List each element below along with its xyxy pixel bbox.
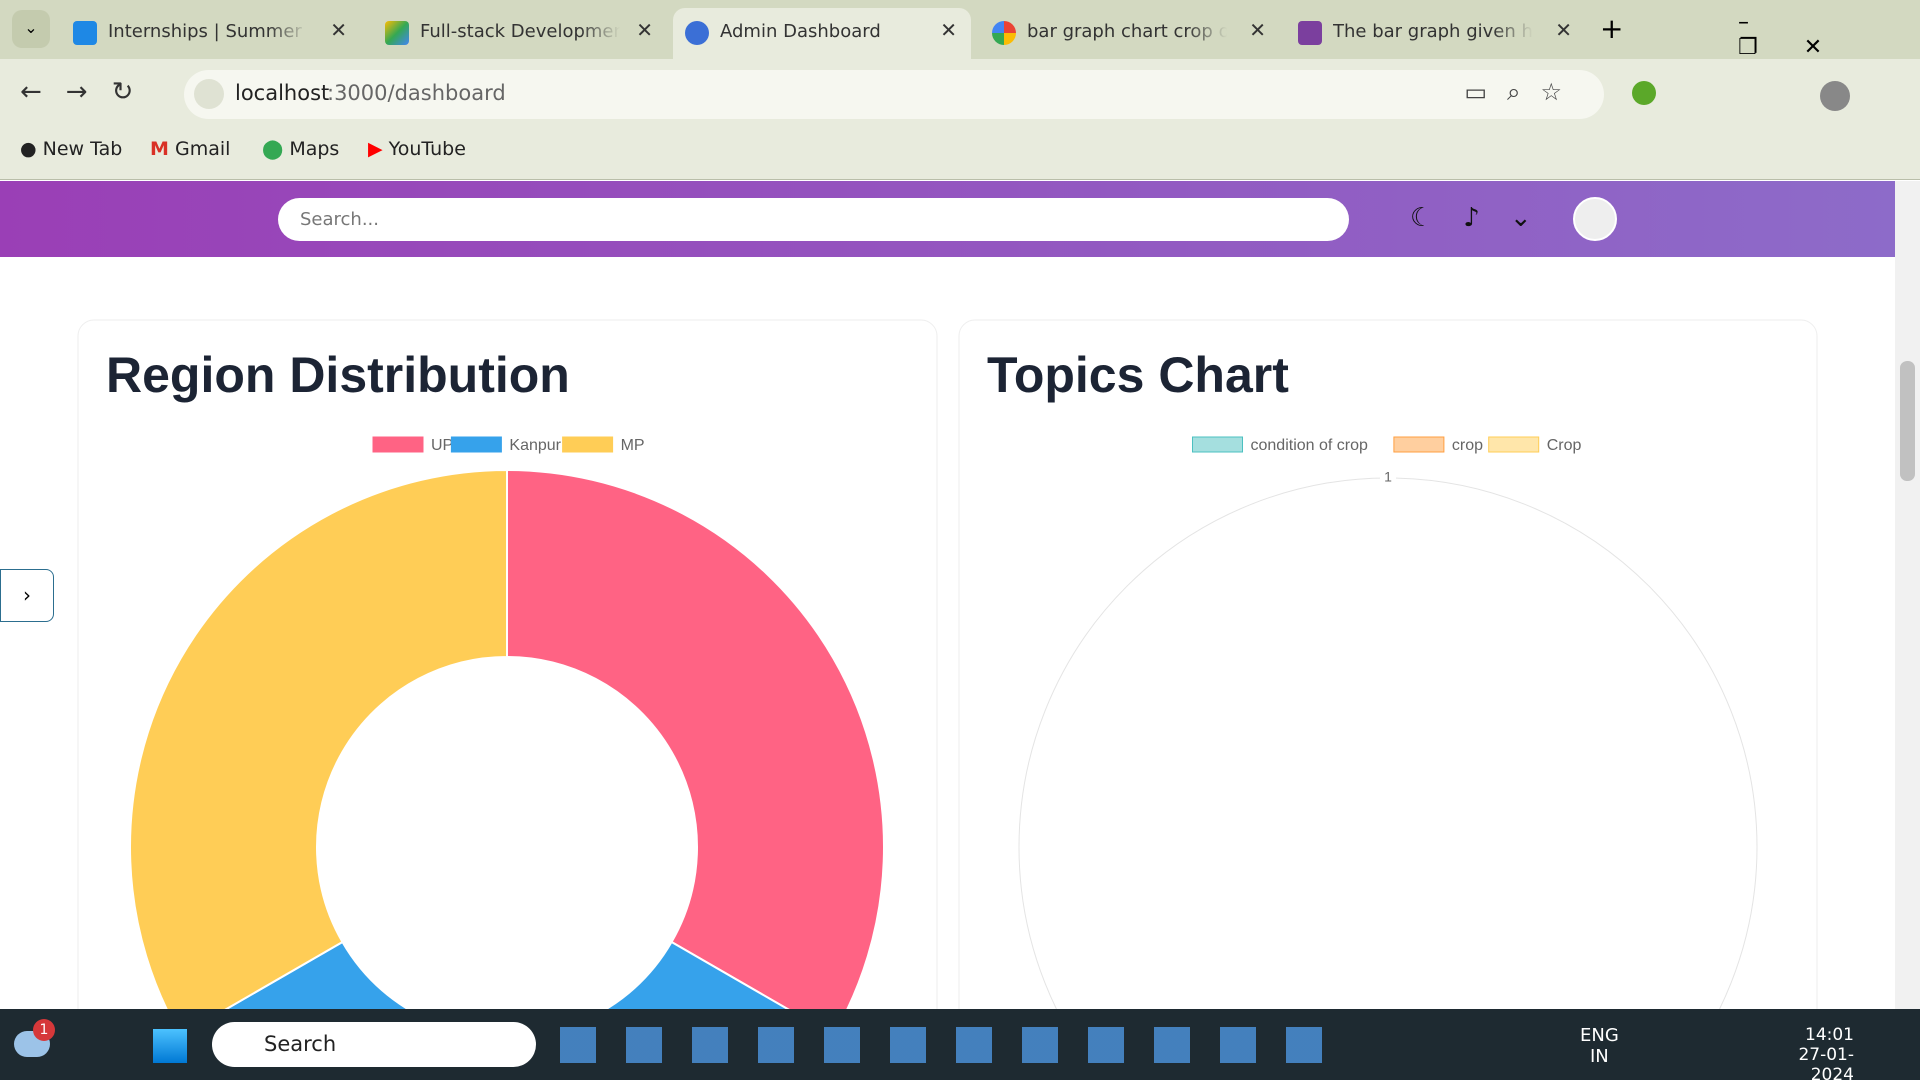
taskbar: 1 Search ENG IN 14:01 27-01-2024 [0,1009,1920,1085]
scrollbar[interactable] [1895,181,1920,1009]
tab[interactable]: The bar graph given here ✕ [1286,8,1586,59]
bookmark-label: New Tab [42,138,123,160]
doughnut-segment [506,468,885,1009]
new-tab[interactable]: + [1600,12,1624,45]
legend-swatch [372,436,424,453]
legend-swatch [562,436,614,453]
close[interactable]: ✕ [940,18,957,42]
url-path: :3000/dashboard [327,81,506,105]
tab-title: Full-stack Development - [420,21,620,42]
chart-title: Topics Chart [987,347,1289,403]
bookmark[interactable]: ● New Tab [20,138,123,160]
pinned-apps[interactable] [560,1027,1350,1063]
legend-label: condition of crop [1251,437,1369,454]
legend-swatch [450,436,502,453]
time: 14:01 [1805,1025,1854,1045]
search-label: Search [264,1032,337,1056]
legend-label: Kanpur [509,437,561,454]
tab-title: Admin Dashboard [720,21,881,42]
legend-label: UP [431,437,453,454]
avatar[interactable] [1573,197,1617,241]
tab-bar: ⌄ Internships | Summer Inte ✕ Full-stack … [0,0,1920,60]
window-controls[interactable]: –❐✕ [1738,10,1869,60]
tick-backdrop [1380,470,1396,486]
doughnut-segment [129,468,508,1009]
address-bar[interactable]: localhost :3000/dashboard ▭⌕☆ [184,70,1604,119]
url-host: localhost [235,81,330,105]
tab-active[interactable]: Admin Dashboard ✕ [673,8,971,59]
badge: 1 [33,1019,55,1041]
close[interactable]: ✕ [330,18,347,42]
profile[interactable] [1820,81,1850,111]
close[interactable]: ✕ [1555,18,1572,42]
date: 27-01-2024 [1798,1045,1854,1085]
placeholder: Search... [300,209,380,230]
bookmark[interactable]: M Gmail [150,138,231,160]
doughnut-segment [224,940,790,1009]
close[interactable]: ✕ [1249,18,1266,42]
sidebar-toggle[interactable]: › [0,569,54,622]
region: IN [1590,1046,1609,1067]
language[interactable]: ENG IN [1580,1025,1619,1067]
chart-title: Region Distribution [106,347,570,403]
dashboard: Region Distribution UP Kanpur MP Topics Char… [0,257,1895,1009]
bookmark-label: Gmail [174,138,231,160]
bookmark-label: YouTube [388,138,466,160]
bookmark[interactable]: ⬤ Maps [262,138,340,160]
extension[interactable] [1632,81,1656,105]
card [958,319,1818,1009]
tab-search[interactable]: ⌄ [12,10,50,48]
toolbar: ←→↻ localhost :3000/dashboard ▭⌕☆ ● New … [0,59,1920,180]
tab-title: bar graph chart crop of ir [1027,21,1227,42]
tab[interactable]: Internships | Summer Inte ✕ [61,8,361,59]
tab-title: Internships | Summer Inte [108,21,308,42]
lang: ENG [1580,1025,1619,1046]
legend-label: Crop [1547,437,1582,454]
app-navbar: Search... ☾♪⌄ [0,181,1895,257]
bookmark[interactable]: ▶ YouTube [368,138,466,160]
tab-title: The bar graph given here [1333,21,1533,42]
tab[interactable]: Full-stack Development - ✕ [373,8,667,59]
nav-icons[interactable]: ☾♪⌄ [1410,203,1562,233]
legend-swatch [1488,436,1540,453]
r-tick-label: 1 [1384,469,1392,485]
start[interactable] [153,1029,187,1063]
charts: Region Distribution UP Kanpur MP Topics Char… [77,319,1818,1009]
bookmark-label: Maps [289,138,340,160]
taskbar-search[interactable]: Search [212,1022,536,1067]
nav-buttons[interactable]: ←→↻ [20,77,158,107]
legend-swatch [1393,436,1445,453]
clock[interactable]: 14:01 27-01-2024 [1762,1025,1854,1085]
legend-label: MP [621,437,645,454]
tab[interactable]: bar graph chart crop of ir ✕ [980,8,1280,59]
close[interactable]: ✕ [636,18,653,42]
legend-label: crop [1452,437,1483,454]
search-input[interactable]: Search... [278,198,1349,241]
legend-swatch [1192,436,1243,453]
